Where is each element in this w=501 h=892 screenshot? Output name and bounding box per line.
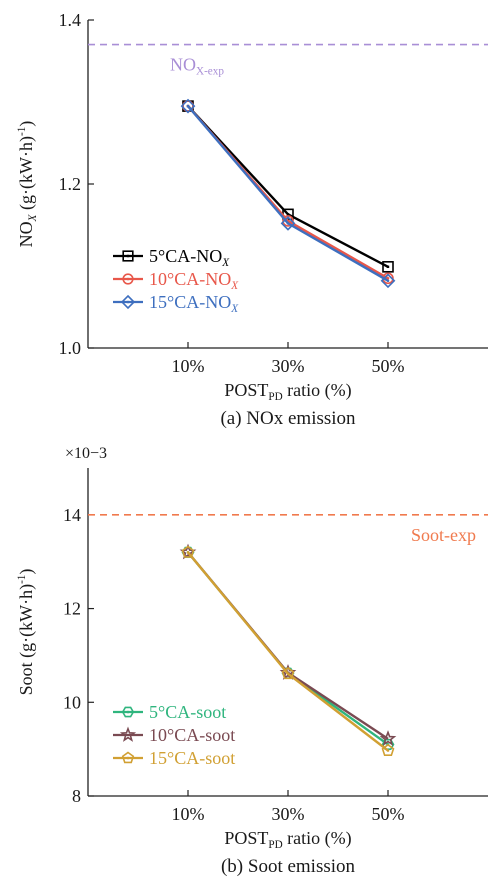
soot-caption: (b) Soot emission — [221, 856, 356, 877]
nox-x-axis-label: POSTPD​ ratio (%) — [224, 380, 351, 403]
nox-legend-label: 10°CA-NOX​ — [149, 269, 239, 292]
soot-ytick-label: 8 — [72, 786, 81, 806]
nox-ytick-label: 1.0 — [59, 338, 82, 358]
soot-legend-item: 15°CA-soot — [113, 748, 235, 768]
nox-data-point — [180, 98, 196, 114]
soot-legend-label: 5°CA-soot — [149, 702, 226, 722]
nox-y-axis-label: NOX​ (g·(kW·h)-1​) — [16, 121, 39, 248]
soot-y-axis-label: Soot (g·(kW·h)-1​) — [16, 569, 37, 696]
nox-data-point — [382, 261, 394, 273]
circle-marker — [122, 273, 134, 285]
pentagon-marker — [121, 751, 135, 764]
diamond-marker — [120, 294, 136, 310]
nox-series-line — [187, 105, 389, 268]
chart-soot: 8 10 12 14 10% 30% 50% ×10−3 Soot-exp 5°CA-soot 10… — [16, 445, 488, 877]
nox-legend-label: 15°CA-NOX​ — [149, 292, 239, 315]
nox-ytick-label: 1.4 — [59, 10, 82, 30]
hexagon-marker — [121, 706, 135, 718]
soot-legend-label: 15°CA-soot — [149, 748, 235, 768]
soot-xtick-label: 50% — [372, 804, 405, 824]
soot-data-point — [281, 666, 295, 680]
nox-legend-label: 5°CA-NOX​ — [149, 246, 230, 269]
soot-data-point — [181, 545, 195, 558]
soot-reference-label: Soot-exp — [411, 525, 476, 545]
nox-legend-item: 15°CA-NOX​ — [113, 292, 239, 315]
soot-xtick-label: 30% — [272, 804, 305, 824]
soot-x-axis-label: POSTPD​ ratio (%) — [224, 828, 351, 851]
soot-xtick-label: 10% — [172, 804, 205, 824]
soot-data-point — [381, 743, 395, 757]
soot-ytick-label: 14 — [63, 505, 81, 525]
nox-xtick-label: 10% — [172, 356, 205, 376]
soot-legend-item: 5°CA-soot — [113, 702, 226, 722]
soot-series-3 — [181, 545, 395, 757]
nox-series-3 — [180, 98, 396, 289]
square-marker — [122, 250, 134, 262]
nox-legend-item: 5°CA-NOX​ — [113, 246, 230, 269]
nox-xtick-label: 30% — [272, 356, 305, 376]
soot-ytick-label: 10 — [63, 692, 81, 712]
nox-data-point — [280, 215, 296, 231]
nox-data-point — [380, 273, 396, 289]
nox-ytick-label: 1.2 — [59, 174, 82, 194]
nox-legend: 5°CA-NOX​10°CA-NOX​15°CA-NOX​ — [113, 246, 239, 315]
soot-ytick-label: 12 — [63, 599, 81, 619]
nox-reference-label: NOX-exp​ — [170, 55, 224, 78]
soot-data-point — [379, 730, 397, 746]
soot-multiplier: ×10−3 — [65, 445, 107, 462]
star-marker — [119, 726, 137, 742]
nox-caption: (a) NOx emission — [220, 408, 356, 429]
nox-xtick-label: 50% — [372, 356, 405, 376]
chart-nox: 1.0 1.2 1.4 10% 30% 50% NOX-exp​ 5°CA-NOX​10°CA… — [16, 10, 488, 429]
soot-legend-item: 10°CA-soot — [113, 725, 235, 745]
soot-legend: 5°CA-soot 10°CA-soot 15°CA-soot — [113, 702, 235, 768]
soot-legend-label: 10°CA-soot — [149, 725, 235, 745]
nox-legend-item: 10°CA-NOX​ — [113, 269, 239, 292]
